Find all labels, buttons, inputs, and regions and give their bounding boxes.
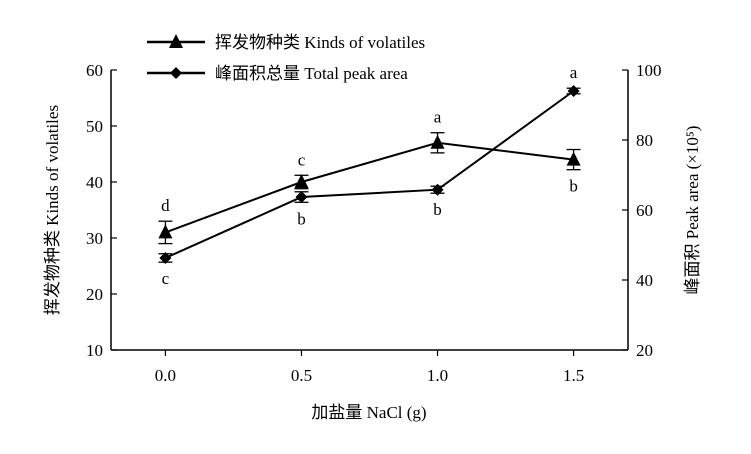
left-axis-title: 挥发物种类 Kinds of volatiles: [43, 105, 62, 315]
significance-letter: c: [298, 150, 306, 169]
data-point-triangle: [158, 224, 173, 239]
left-tick-label: 10: [86, 341, 103, 360]
legend-item-1: 挥发物种类 Kinds of volatiles: [147, 33, 425, 52]
right-tick-label: 40: [636, 271, 653, 290]
series-layer: d c a b c b b a: [158, 63, 581, 288]
significance-letter: c: [162, 269, 170, 288]
series-line: [165, 90, 575, 259]
series-line: [165, 141, 574, 234]
significance-letter: b: [569, 177, 578, 196]
x-axis-title: 加盐量 NaCl (g): [311, 403, 426, 422]
significance-letter: a: [434, 108, 442, 127]
data-point-triangle: [430, 134, 445, 149]
legend-item-2: 峰面积总量 Total peak area: [147, 64, 408, 83]
data-point-triangle: [566, 151, 581, 166]
legend-label: 挥发物种类 Kinds of volatiles: [215, 33, 425, 52]
x-tick-label: 0.0: [155, 366, 176, 385]
data-point-triangle: [169, 34, 183, 48]
x-tick-label: 1.0: [427, 366, 448, 385]
significance-letter: d: [161, 196, 170, 215]
left-tick-label: 50: [86, 117, 103, 136]
data-point-diamond: [567, 85, 580, 97]
left-tick-label: 40: [86, 173, 103, 192]
left-tick-label: 20: [86, 285, 103, 304]
x-tick-label: 1.5: [563, 366, 584, 385]
data-point-diamond: [170, 67, 182, 79]
legend: 挥发物种类 Kinds of volatiles 峰面积总量 Total peak…: [147, 33, 425, 83]
data-point-diamond: [295, 191, 308, 204]
series-1: d c a b: [158, 108, 581, 245]
legend-label: 峰面积总量 Total peak area: [215, 64, 408, 83]
data-point-diamond: [159, 251, 172, 264]
x-tick-label: 0.5: [291, 366, 312, 385]
right-axis-title: 峰面积 Peak area (×10⁵): [683, 126, 702, 295]
right-tick-label: 80: [636, 131, 653, 150]
right-tick-label: 100: [636, 61, 662, 80]
axes: 10 20 30 40 50 60 20 40 60 80 100 0.0 0.5 1.0 1.5: [86, 61, 662, 385]
right-tick-label: 20: [636, 341, 653, 360]
significance-letter: a: [570, 63, 578, 82]
right-tick-label: 60: [636, 201, 653, 220]
series-2: c b b a: [158, 63, 581, 288]
data-point-triangle: [294, 174, 309, 188]
significance-letter: b: [297, 209, 306, 228]
significance-letter: b: [433, 200, 442, 219]
data-point-diamond: [431, 183, 444, 196]
left-tick-label: 60: [86, 61, 103, 80]
left-tick-label: 30: [86, 229, 103, 248]
